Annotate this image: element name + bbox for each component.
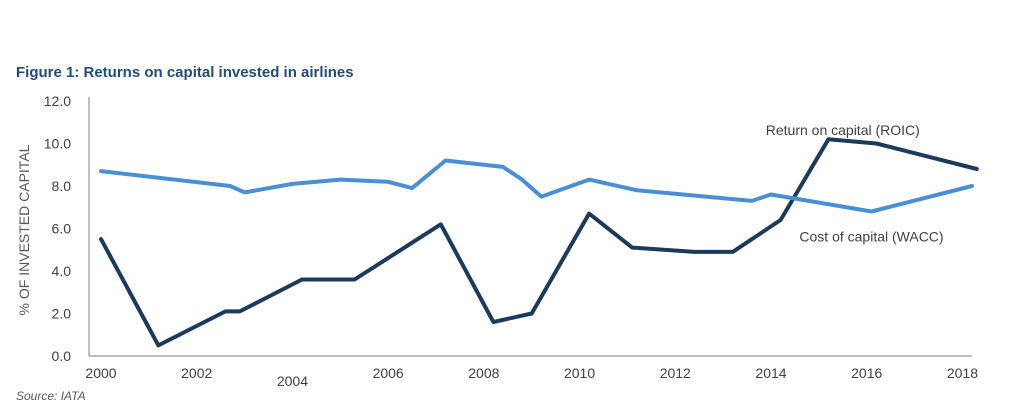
- y-tick-label: 4.0: [52, 263, 72, 279]
- x-tick-label: 2008: [468, 365, 499, 381]
- series-label-wacc: Cost of capital (WACC): [799, 228, 943, 244]
- series-label-roic: Return on capital (ROIC): [766, 122, 920, 138]
- series-lines: [99, 137, 979, 348]
- y-axis-ticks: 0.0 2.0 4.0 6.0 8.0 10.0 12.0: [44, 93, 71, 364]
- x-tick-label: 2006: [373, 365, 404, 381]
- y-axis-label: % OF INVESTED CAPITAL: [16, 144, 32, 315]
- y-tick-label: 10.0: [44, 136, 71, 152]
- series-line-roic: [99, 137, 979, 348]
- y-tick-label: 2.0: [52, 306, 72, 322]
- x-tick-label: 2018: [947, 365, 978, 381]
- x-tick-label: 2014: [755, 365, 786, 381]
- y-tick-label: 8.0: [52, 178, 72, 194]
- x-tick-label: 2000: [85, 365, 116, 381]
- x-tick-label: 2004: [277, 373, 308, 389]
- y-tick-label: 12.0: [44, 93, 71, 109]
- series-labels: Return on capital (ROIC) Cost of capital …: [766, 122, 944, 244]
- y-axis-label-group: % OF INVESTED CAPITAL: [16, 144, 32, 315]
- x-tick-label: 2002: [181, 365, 212, 381]
- x-tick-label: 2016: [851, 365, 882, 381]
- figure-title: Figure 1: Returns on capital invested in…: [16, 64, 354, 81]
- source-note: Source: IATA: [16, 389, 86, 403]
- series-line-wacc: [99, 158, 974, 214]
- y-tick-label: 0.0: [52, 348, 72, 364]
- y-tick-label: 6.0: [52, 221, 72, 237]
- x-axis-ticks: 2000 2002 2004 2006 2008 2010 2012 2014 2016 2018: [85, 365, 978, 389]
- x-tick-label: 2010: [564, 365, 595, 381]
- x-tick-label: 2012: [660, 365, 691, 381]
